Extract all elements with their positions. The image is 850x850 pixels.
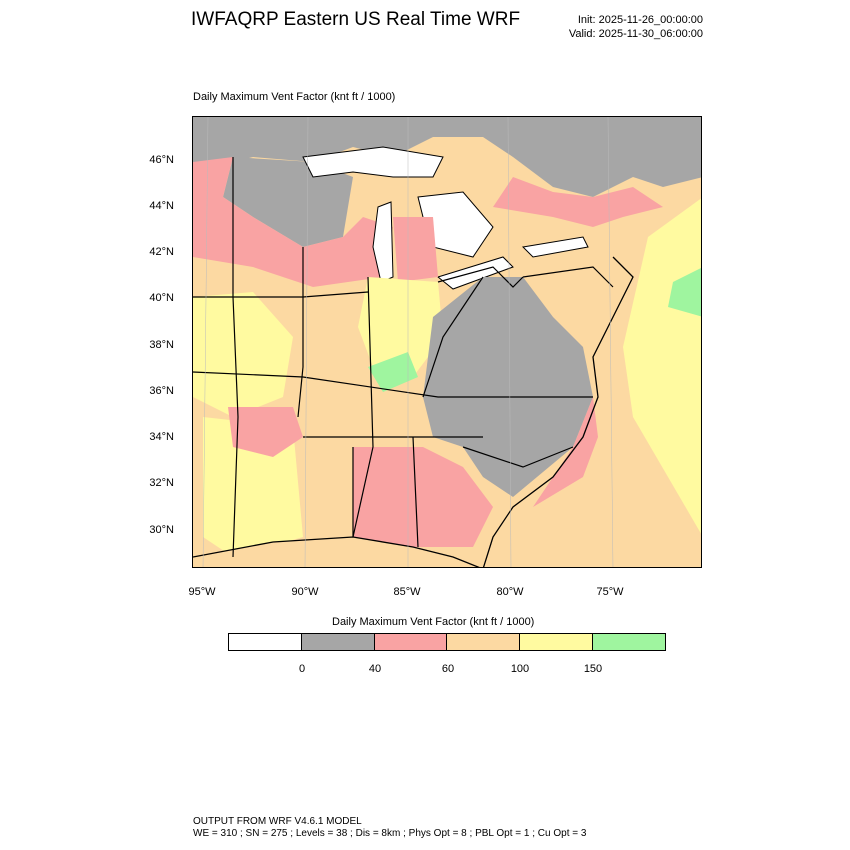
atlantic-green-zone	[668, 268, 701, 317]
colorbar-box-1	[301, 634, 375, 650]
gulf-coastline	[193, 536, 480, 567]
lake-ontario	[521, 236, 589, 258]
gulf-area	[193, 537, 478, 567]
upper-midwest-gray	[223, 157, 353, 247]
model-info-line2: WE = 310 ; SN = 275 ; Levels = 38 ; Dis …	[193, 828, 587, 839]
kentucky-green-zone	[368, 352, 418, 392]
canada-gray-zone	[193, 117, 701, 197]
map-subtitle: Daily Maximum Vent Factor (knt ft / 1000…	[193, 91, 396, 103]
lon-tick-80: 80°W	[496, 586, 524, 598]
init-time: Init: 2025-11-26_00:00:00	[577, 14, 703, 26]
southeast-red-zone	[353, 447, 493, 547]
lat-tick-30: 30°N	[149, 524, 174, 536]
colorbar	[228, 633, 666, 651]
vent-factor-map	[192, 116, 702, 568]
lat-lon-grid	[202, 117, 614, 567]
colorbar-label-60: 60	[441, 663, 455, 675]
colorbar-label-40: 40	[368, 663, 382, 675]
lat-tick-46: 46°N	[149, 154, 174, 166]
colorbar-label-100: 100	[510, 663, 530, 675]
central-yellow-zone	[358, 277, 443, 377]
colorbar-box-5	[593, 634, 665, 650]
colorbar-box-3	[447, 634, 521, 650]
western-yellow-zone	[193, 292, 293, 417]
lat-tick-40: 40°N	[149, 292, 174, 304]
lon-tick-95: 95°W	[188, 586, 216, 598]
lat-tick-34: 34°N	[149, 431, 174, 443]
canada-red-zone	[493, 177, 663, 227]
colorbar-box-2	[374, 634, 448, 650]
lon-tick-90: 90°W	[291, 586, 319, 598]
michigan-red	[393, 217, 438, 282]
map-canvas	[193, 117, 701, 567]
lon-tick-75: 75°W	[596, 586, 624, 598]
lake-erie	[436, 256, 514, 290]
coast-red-zone	[533, 397, 598, 507]
lat-tick-38: 38°N	[149, 339, 174, 351]
colorbar-label-0: 0	[298, 663, 306, 675]
appalachian-gray-zone	[423, 277, 593, 497]
colorbar-label-150: 150	[583, 663, 603, 675]
lat-tick-32: 32°N	[149, 477, 174, 489]
valid-time: Valid: 2025-11-30_06:00:00	[568, 28, 703, 40]
colorbar-title: Daily Maximum Vent Factor (knt ft / 1000…	[332, 616, 535, 628]
colorbar-box-4	[520, 634, 594, 650]
ozarks-red-zone	[228, 407, 303, 457]
lat-tick-42: 42°N	[149, 246, 174, 258]
colorbar-box-0	[229, 634, 302, 650]
lon-tick-85: 85°W	[393, 586, 421, 598]
midwest-red-band	[193, 157, 393, 287]
init-valid-time: Init: 2025-11-26_00:00:00 Valid: 2025-11…	[569, 13, 703, 41]
model-info-line1: OUTPUT FROM WRF V4.6.1 MODEL	[193, 816, 362, 827]
map-title: IWFAQRP Eastern US Real Time WRF	[191, 9, 521, 30]
state-boundaries	[193, 157, 614, 558]
lat-tick-44: 44°N	[149, 200, 174, 212]
atlantic-coastline	[482, 256, 634, 567]
lat-tick-36: 36°N	[149, 385, 174, 397]
